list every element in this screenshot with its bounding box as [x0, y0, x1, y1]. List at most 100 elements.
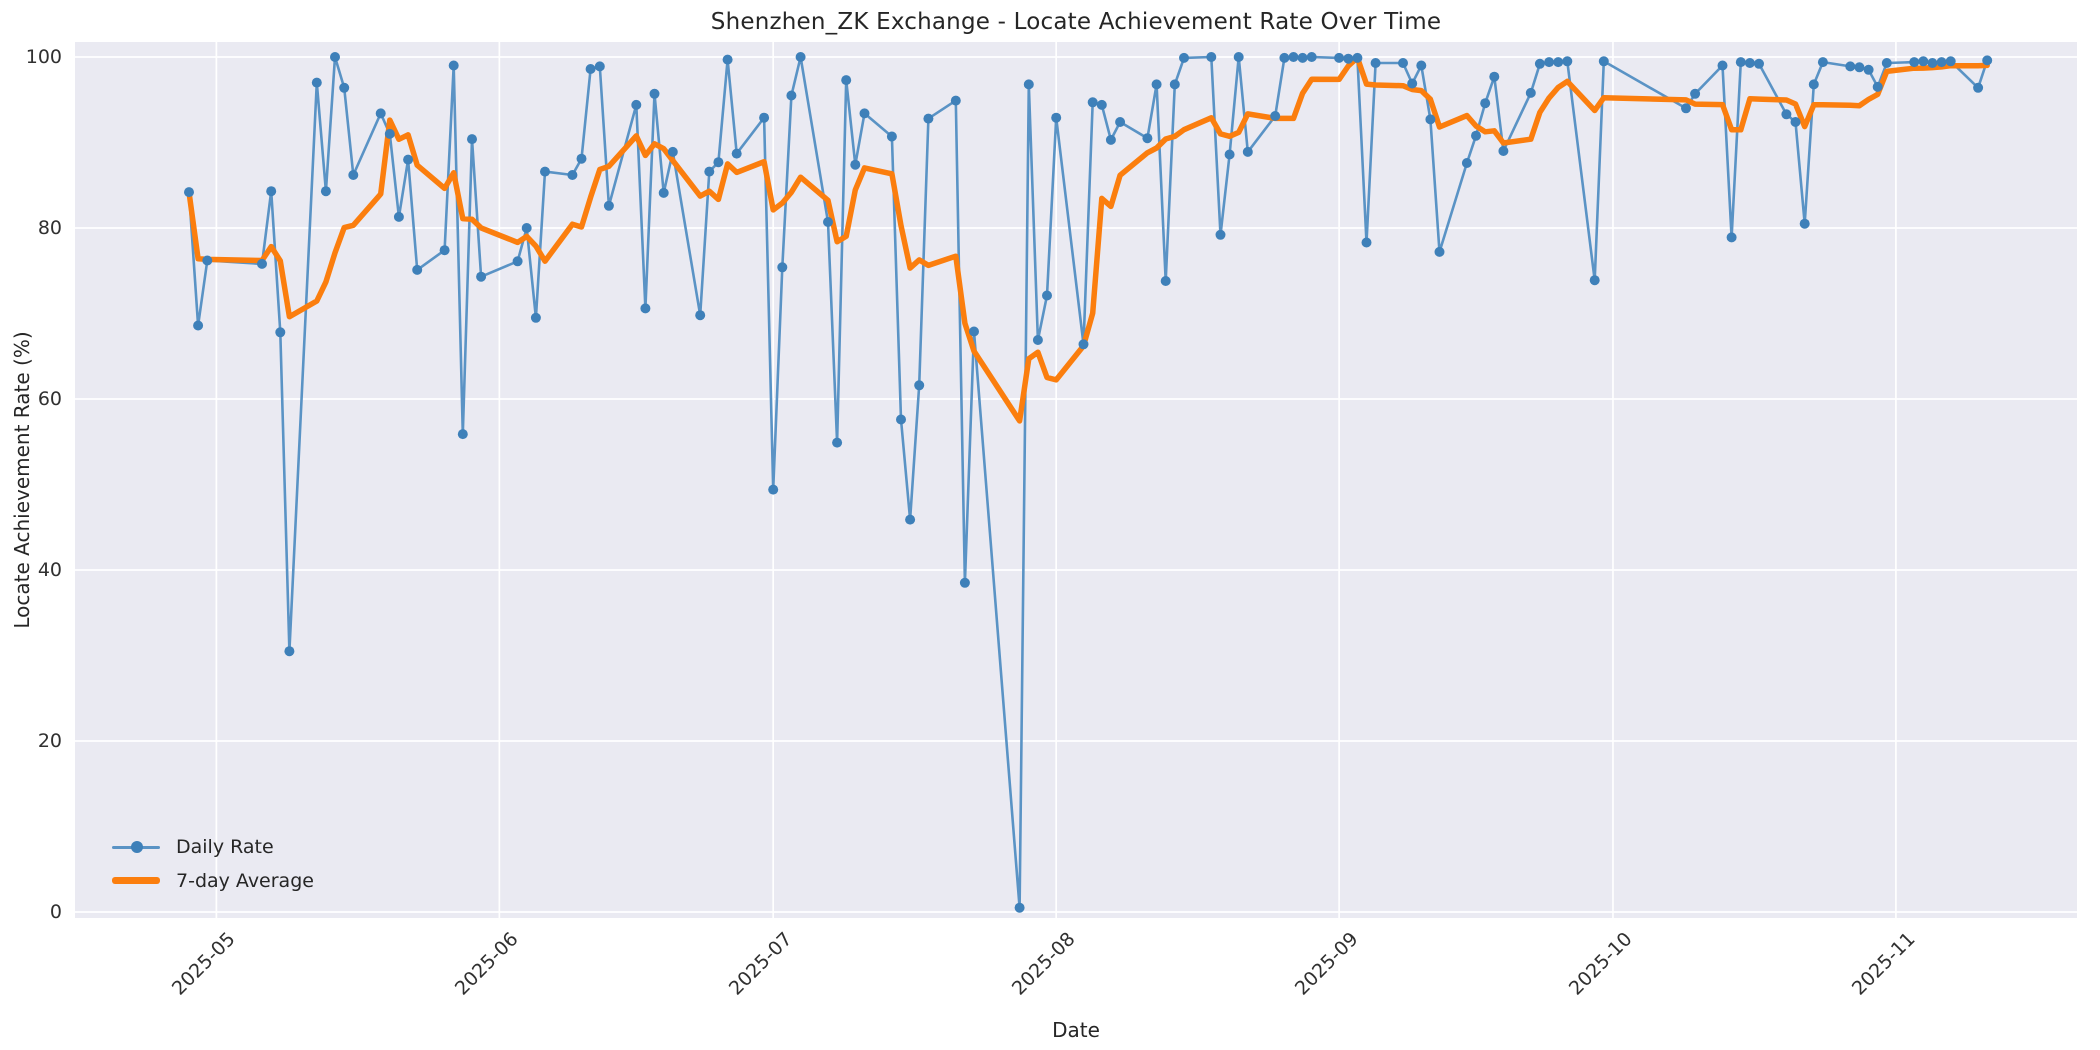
daily-rate-marker	[713, 157, 724, 168]
daily-rate-marker	[1863, 64, 1874, 75]
daily-rate-marker	[1215, 229, 1226, 240]
daily-rate-marker	[184, 187, 194, 198]
y-tick-label-80: 80	[37, 217, 62, 239]
daily-rate-marker	[1717, 60, 1728, 71]
daily-rate-marker	[1032, 335, 1043, 345]
daily-rate-marker	[1142, 133, 1153, 144]
daily-rate-marker	[1343, 53, 1354, 64]
legend-label-daily-rate: Daily Rate	[176, 836, 274, 858]
daily-rate-marker	[823, 217, 833, 227]
daily-rate-marker	[193, 320, 204, 331]
daily-rate-marker	[1014, 902, 1025, 913]
daily-rate-marker	[1553, 57, 1564, 68]
daily-rate-marker	[667, 146, 678, 157]
daily-rate-marker	[594, 61, 605, 72]
daily-rate-marker	[722, 54, 733, 65]
daily-rate-marker	[759, 112, 770, 123]
daily-rate-marker	[530, 312, 541, 323]
daily-rate-marker	[384, 128, 395, 139]
daily-rate-marker	[1434, 246, 1445, 257]
daily-rate-marker	[1398, 58, 1408, 68]
daily-rate-marker	[1096, 99, 1107, 110]
daily-rate-marker	[914, 380, 925, 391]
daily-rate-marker	[631, 99, 642, 110]
daily-rate-marker	[905, 514, 916, 525]
plot-background	[75, 42, 2077, 918]
daily-rate-marker	[1042, 290, 1052, 301]
daily-rate-line	[187, 55, 1989, 909]
daily-rate-marker	[1735, 57, 1746, 68]
y-tick-label-100: 100	[25, 46, 62, 68]
daily-rate-marker	[1361, 237, 1372, 248]
daily-rate-marker	[1562, 56, 1573, 67]
daily-rate-marker	[1471, 130, 1481, 141]
daily-rate-marker	[1206, 52, 1217, 62]
daily-rate-marker	[467, 134, 477, 145]
daily-rate-marker	[923, 113, 934, 124]
daily-rate-marker	[832, 437, 843, 448]
daily-rate-marker	[1023, 79, 1034, 90]
daily-rate-marker	[1754, 58, 1764, 69]
y-tick-label-60: 60	[37, 388, 62, 410]
daily-rate-marker	[1726, 232, 1737, 243]
legend-item-daily-rate: Daily Rate	[112, 833, 314, 861]
daily-rate-marker	[567, 170, 578, 180]
daily-rate-marker	[585, 64, 596, 74]
daily-rate-marker	[1425, 114, 1436, 125]
daily-rate-marker	[439, 245, 450, 256]
daily-rate-marker	[1927, 58, 1938, 68]
daily-rate-marker	[1589, 275, 1600, 286]
daily-rate-marker	[640, 303, 651, 314]
daily-rate-marker	[320, 186, 331, 197]
seven-day-average-line	[186, 54, 1990, 424]
daily-rate-marker	[969, 326, 979, 337]
daily-rate-marker	[1808, 79, 1819, 90]
daily-rate-marker	[859, 108, 870, 119]
daily-rate-marker	[448, 60, 459, 71]
y-tick-label-0: 0	[49, 901, 62, 923]
daily-rate-marker	[950, 95, 961, 106]
daily-rate-marker	[603, 200, 614, 211]
daily-rate-marker	[393, 211, 404, 222]
daily-rate-marker	[1525, 87, 1536, 98]
daily-rate-marker	[1480, 98, 1491, 109]
daily-rate-marker	[476, 271, 487, 282]
daily-rate-marker	[1909, 57, 1920, 68]
daily-rate-marker	[1279, 52, 1290, 63]
daily-rate-marker	[1854, 62, 1865, 73]
daily-rate-marker	[1681, 103, 1691, 114]
daily-rate-marker	[1744, 58, 1755, 68]
daily-rate-marker	[1306, 52, 1317, 62]
daily-rate-marker	[1973, 82, 1984, 93]
daily-rate-marker	[512, 256, 523, 267]
daily-rate-marker	[1160, 276, 1171, 286]
daily-rate-marker	[1945, 56, 1956, 67]
daily-rate-marker	[348, 170, 359, 180]
daily-rate-marker	[1498, 146, 1509, 156]
daily-rate-marker	[1881, 58, 1892, 68]
daily-rate-marker	[1169, 79, 1180, 90]
daily-rate-marker	[412, 264, 423, 275]
daily-rate-marker	[330, 52, 340, 62]
daily-rate-marker	[768, 484, 779, 495]
daily-rate-marker	[658, 187, 669, 198]
daily-rate-marker	[1370, 58, 1381, 68]
daily-rate-marker	[1781, 109, 1792, 120]
daily-rate-marker	[1489, 71, 1500, 82]
daily-rate-marker	[202, 255, 213, 266]
daily-rate-marker	[1845, 61, 1856, 72]
daily-rate-marker	[649, 88, 660, 99]
daily-rate-marker	[841, 75, 852, 86]
daily-rate-marker	[731, 148, 742, 159]
daily-rate-marker	[257, 258, 267, 269]
daily-rate-marker	[1817, 57, 1828, 68]
daily-rate-marker	[1352, 52, 1363, 63]
daily-rate-marker	[284, 646, 295, 657]
daily-rate-marker	[1790, 117, 1801, 127]
daily-rate-marker	[403, 154, 414, 165]
daily-rate-marker	[959, 577, 970, 588]
daily-rate-markers	[184, 52, 1993, 913]
daily-rate-marker	[1078, 339, 1089, 350]
